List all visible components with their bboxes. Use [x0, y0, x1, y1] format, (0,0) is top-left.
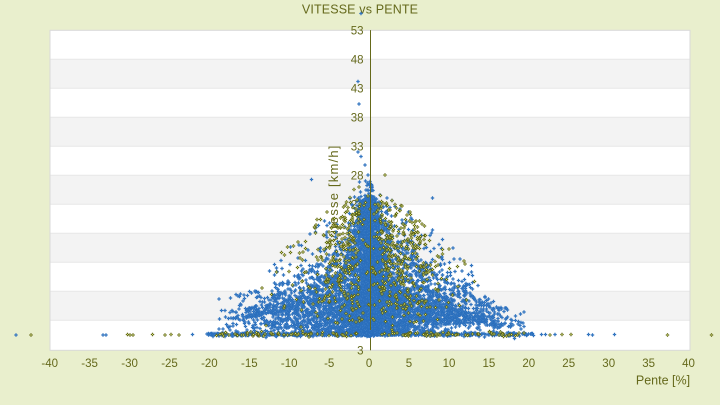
svg-text:18: 18 — [351, 229, 364, 241]
svg-text:10: 10 — [443, 358, 456, 370]
svg-text:-20: -20 — [201, 358, 218, 370]
svg-text:13: 13 — [351, 258, 364, 270]
svg-text:-15: -15 — [241, 358, 258, 370]
svg-text:23: 23 — [351, 200, 364, 212]
svg-text:20: 20 — [522, 358, 535, 370]
svg-text:53: 53 — [351, 26, 364, 38]
svg-text:-25: -25 — [161, 358, 178, 370]
svg-text:5: 5 — [406, 358, 412, 370]
svg-text:-5: -5 — [324, 358, 334, 370]
svg-text:43: 43 — [351, 84, 364, 96]
svg-text:-30: -30 — [121, 358, 138, 370]
svg-text:VITESSE vs PENTE: VITESSE vs PENTE — [302, 3, 418, 17]
svg-text:0: 0 — [366, 358, 372, 370]
svg-text:25: 25 — [562, 358, 575, 370]
svg-text:33: 33 — [351, 142, 364, 154]
svg-text:15: 15 — [483, 358, 496, 370]
svg-text:28: 28 — [351, 171, 364, 183]
svg-text:40: 40 — [682, 358, 695, 370]
svg-text:48: 48 — [351, 55, 364, 67]
svg-text:30: 30 — [602, 358, 615, 370]
svg-text:3: 3 — [357, 346, 363, 358]
svg-text:-40: -40 — [41, 358, 58, 370]
svg-text:38: 38 — [351, 113, 364, 125]
svg-text:3: 3 — [357, 316, 363, 328]
svg-text:-35: -35 — [81, 358, 98, 370]
svg-text:Pente [%]: Pente [%] — [636, 374, 690, 388]
svg-text:Vitesse [km/h]: Vitesse [km/h] — [326, 144, 341, 242]
svg-text:35: 35 — [642, 358, 655, 370]
svg-text:8: 8 — [357, 287, 363, 299]
svg-text:-10: -10 — [281, 358, 298, 370]
